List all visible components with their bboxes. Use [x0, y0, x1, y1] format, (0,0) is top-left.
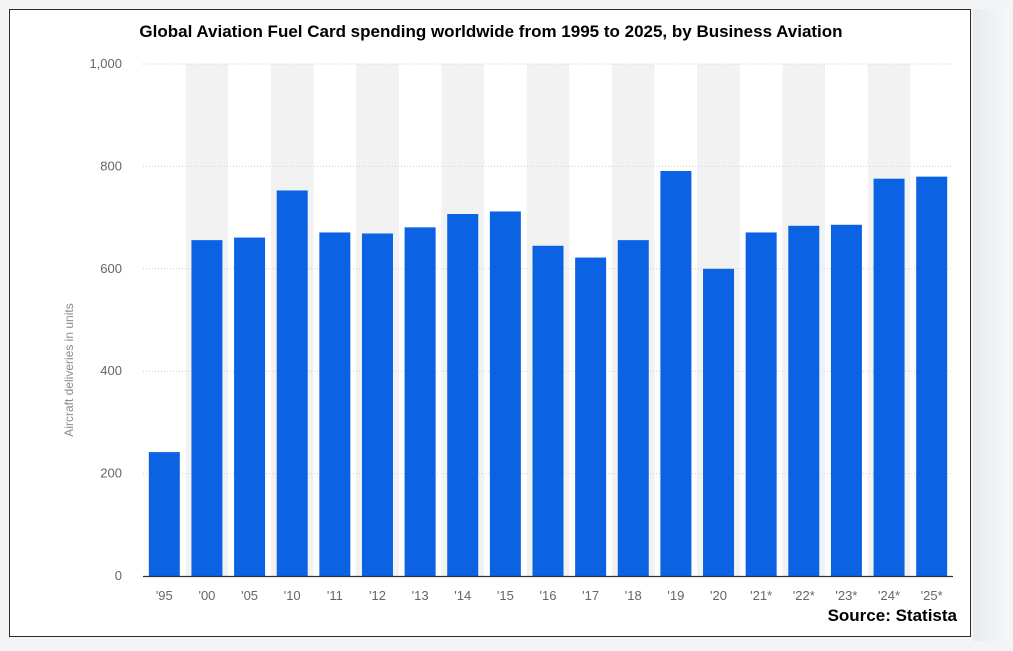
y-axis-label: Aircraft deliveries in units — [62, 303, 76, 436]
y-tick-label: 400 — [100, 363, 122, 378]
x-tick-label: '17 — [582, 588, 599, 603]
x-tick-label: '00 — [198, 588, 215, 603]
x-tick-label: '20 — [710, 588, 727, 603]
y-tick-label: 200 — [100, 466, 122, 481]
x-tick-label: '11 — [327, 588, 343, 603]
x-tick-label: '15 — [497, 588, 514, 603]
bar — [191, 240, 223, 577]
bar — [660, 171, 692, 576]
x-tick-label: '22* — [793, 588, 815, 603]
x-tick-label: '19 — [667, 588, 684, 603]
bar — [703, 268, 735, 576]
bar — [575, 257, 607, 576]
y-tick-label: 600 — [100, 261, 122, 276]
bar — [745, 232, 777, 576]
x-tick-label: '21* — [750, 588, 772, 603]
source-label: Source: Statista — [827, 606, 957, 625]
bar — [447, 214, 479, 577]
background-shadow — [973, 9, 1009, 641]
bar — [276, 190, 308, 577]
x-tick-label: '12 — [369, 588, 386, 603]
y-tick-label: 800 — [100, 158, 122, 173]
bar — [873, 178, 905, 577]
bar-chart: 0 200 400 600 800 1,000 '95 '00 '05 '10 '11 '12 '13 '… — [62, 56, 953, 603]
bar — [319, 232, 351, 576]
bar — [148, 452, 180, 576]
bar — [617, 240, 649, 577]
x-tick-label: '24* — [878, 588, 900, 603]
bar — [830, 224, 862, 576]
chart-title: Global Aviation Fuel Card spending world… — [139, 22, 843, 41]
x-tick-label: '14 — [454, 588, 471, 603]
x-tick-label: '25* — [921, 588, 943, 603]
bar — [916, 176, 948, 576]
bar — [489, 211, 521, 576]
bar — [788, 225, 820, 577]
x-tick-label: '23* — [835, 588, 857, 603]
y-tick-label: 0 — [115, 568, 122, 583]
bar — [532, 245, 564, 576]
x-tick-label: '18 — [625, 588, 642, 603]
bar — [361, 233, 393, 577]
x-tick-label: '10 — [284, 588, 301, 603]
x-tick-label: '95 — [156, 588, 173, 603]
bar — [234, 237, 266, 576]
y-tick-label: 1,000 — [89, 56, 122, 71]
bar — [404, 227, 436, 576]
x-tick-label: '05 — [241, 588, 258, 603]
x-tick-label: '13 — [412, 588, 429, 603]
chart-frame: Global Aviation Fuel Card spending world… — [9, 9, 971, 637]
x-tick-label: '16 — [540, 588, 557, 603]
